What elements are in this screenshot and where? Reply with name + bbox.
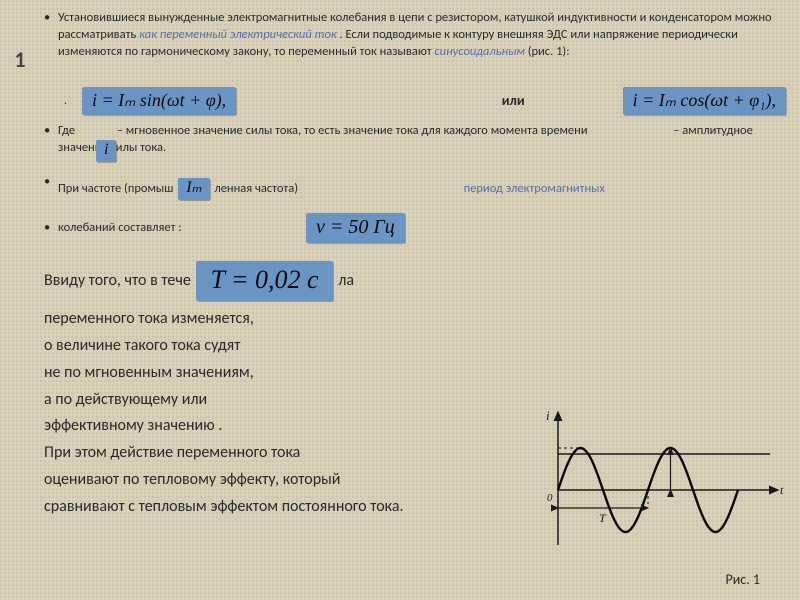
where-pre: Где (58, 123, 78, 138)
or-label: или (502, 92, 525, 109)
formula-nu: ν = 50 Гц (306, 213, 405, 243)
formula-cos: i = Iₘ cos(ωt + φ₁), (623, 87, 786, 115)
where-bullet: Где – мгновенное значение силы тока, то … (44, 123, 788, 157)
formula-T: T = 0,02 с (196, 261, 332, 301)
freq-tail: период электромагнитных (464, 181, 605, 196)
where-mid: – мгновенное значение силы тока, то есть… (117, 123, 591, 138)
svg-text:t: t (780, 483, 784, 497)
formula-Im: Iₘ (178, 178, 209, 200)
formula-i: i (96, 140, 116, 162)
osc-bullet: колебаний составляет : (44, 220, 788, 237)
intro-em1: как переменный электрический ток (139, 27, 337, 42)
osc-text: колебаний составляет : (58, 220, 182, 235)
b1-pre: Ввиду того, что в тече (44, 271, 191, 290)
body-l1: Ввиду того, что в тече T = 0,02 с ла (44, 257, 788, 305)
formula-sin: i = Iₘ sin(ωt + φ), (82, 87, 236, 115)
body-l4: не по мгновенным значениям, (44, 361, 788, 386)
intro-em2: синусоидальным (434, 44, 524, 59)
freq-pre: При частоте (промыш (58, 181, 173, 196)
svg-text:0: 0 (547, 492, 553, 504)
sine-graph: i t 0 T (530, 400, 790, 560)
b1-post: ла (338, 271, 354, 290)
body-l3: о величине такого тока судят (44, 334, 788, 359)
svg-text:T: T (599, 511, 607, 525)
freq-bullet: При частоте (промыш Iₘ ленная частота) п… (44, 174, 788, 204)
dot1: . (64, 94, 72, 108)
body-l2: переменного тока изменяется, (44, 307, 788, 332)
figure-caption: Рис. 1 (725, 571, 760, 588)
freq-mid: ленная частота) (214, 181, 298, 196)
intro-bullet: Установившиеся вынужденные электромагнит… (44, 10, 788, 61)
svg-text:i: i (546, 408, 550, 423)
page-number: 1 (6, 46, 34, 73)
intro-tail: (рис. 1): (528, 44, 570, 59)
